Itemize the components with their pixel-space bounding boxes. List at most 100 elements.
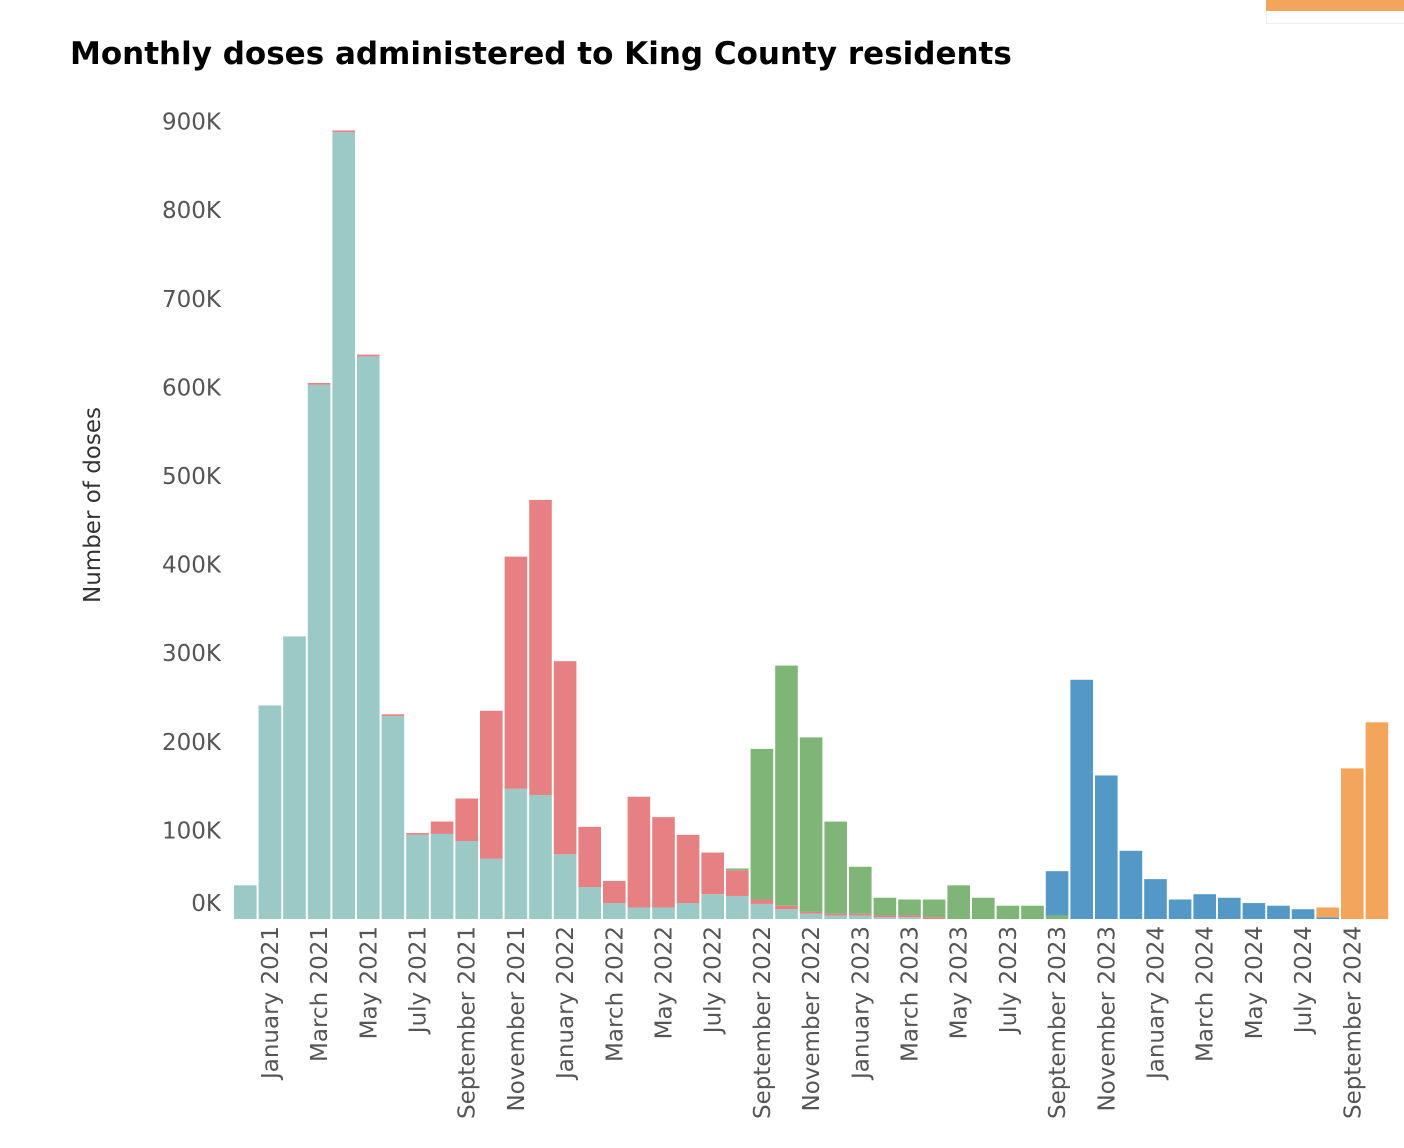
bar-segment-series-3-2023-09[interactable] bbox=[1045, 915, 1069, 919]
bar-segment-series-4-2023-10[interactable] bbox=[1070, 679, 1093, 919]
bar-segment-series-2-2022-10[interactable] bbox=[775, 905, 798, 910]
bars bbox=[234, 130, 1389, 920]
x-tick-label: November 2022 bbox=[799, 926, 825, 1112]
bar-segment-series-4-2024-03[interactable] bbox=[1193, 894, 1216, 919]
bar-segment-series-1-2022-08[interactable] bbox=[726, 895, 749, 919]
bar-segment-series-1-2021-04[interactable] bbox=[332, 132, 355, 920]
bar-segment-series-2-2021-04[interactable] bbox=[332, 130, 355, 133]
bar-segment-series-1-2021-02[interactable] bbox=[283, 636, 306, 919]
bar-segment-series-1-2022-02[interactable] bbox=[578, 887, 601, 919]
bar-segment-series-1-2021-06[interactable] bbox=[381, 716, 405, 919]
bar-segment-series-1-2022-06[interactable] bbox=[676, 903, 700, 919]
bar-segment-series-1-2021-07[interactable] bbox=[406, 834, 429, 919]
x-tick-label: September 2023 bbox=[1045, 926, 1071, 1119]
bar-segment-series-3-2023-03[interactable] bbox=[898, 899, 921, 916]
bar-segment-series-1-2021-03[interactable] bbox=[307, 384, 331, 919]
bar-segment-series-2-2021-10[interactable] bbox=[480, 710, 503, 859]
bar-segment-series-1-2021-10[interactable] bbox=[480, 858, 503, 919]
y-tick-label: 900K bbox=[162, 110, 222, 136]
bar-segment-series-4-2024-06[interactable] bbox=[1267, 905, 1290, 919]
y-tick-label: 100K bbox=[162, 818, 222, 844]
bar-segment-series-1-2022-03[interactable] bbox=[603, 903, 626, 919]
bar-segment-series-1-2022-10[interactable] bbox=[775, 909, 798, 919]
x-tick-label: September 2021 bbox=[455, 926, 481, 1119]
y-tick-label: 700K bbox=[162, 287, 222, 313]
bar-segment-series-5-2024-10[interactable] bbox=[1365, 722, 1389, 919]
bar-segment-series-1-2023-01[interactable] bbox=[849, 915, 872, 919]
bar-segment-series-2-2023-03[interactable] bbox=[898, 915, 921, 918]
x-tick-label: November 2023 bbox=[1094, 926, 1120, 1112]
bar-segment-series-2-2022-06[interactable] bbox=[676, 834, 700, 904]
bar-segment-series-1-2023-03[interactable] bbox=[898, 917, 921, 919]
bar-segment-series-3-2022-11[interactable] bbox=[799, 737, 823, 912]
bar-segment-series-3-2023-08[interactable] bbox=[1021, 905, 1044, 919]
bar-segment-series-4-2023-11[interactable] bbox=[1095, 775, 1118, 919]
bar-segment-series-2-2021-06[interactable] bbox=[381, 714, 405, 717]
bar-segment-series-3-2022-10[interactable] bbox=[775, 665, 798, 906]
bar-segment-series-1-2020-12[interactable] bbox=[234, 885, 257, 919]
bar-segment-series-1-2022-07[interactable] bbox=[701, 894, 724, 919]
bar-segment-series-1-2021-05[interactable] bbox=[357, 356, 380, 919]
bar-segment-series-4-2023-09[interactable] bbox=[1045, 871, 1069, 916]
bar-segment-series-1-2023-02[interactable] bbox=[873, 917, 897, 919]
bar-segment-series-1-2022-04[interactable] bbox=[627, 907, 651, 919]
bar-segment-series-2-2023-02[interactable] bbox=[873, 915, 897, 918]
bar-segment-series-4-2024-08[interactable] bbox=[1316, 917, 1339, 919]
bar-segment-series-2-2021-05[interactable] bbox=[357, 354, 380, 357]
x-tick-label: March 2024 bbox=[1193, 926, 1219, 1062]
bar-segment-series-3-2023-02[interactable] bbox=[873, 897, 897, 916]
bar-segment-series-2-2021-03[interactable] bbox=[307, 382, 331, 385]
bar-segment-series-2-2022-03[interactable] bbox=[603, 880, 626, 904]
x-tick-label: July 2023 bbox=[996, 926, 1022, 1035]
bar-segment-series-1-2022-05[interactable] bbox=[652, 907, 675, 919]
bar-segment-series-2-2022-05[interactable] bbox=[652, 817, 675, 908]
bar-segment-series-3-2022-12[interactable] bbox=[824, 821, 847, 914]
bar-segment-series-2-2021-08[interactable] bbox=[430, 821, 454, 834]
bar-segment-series-2-2021-09[interactable] bbox=[455, 798, 478, 842]
bar-segment-series-4-2024-07[interactable] bbox=[1291, 909, 1315, 919]
bar-segment-series-1-2021-08[interactable] bbox=[430, 833, 454, 919]
bar-segment-series-1-2021-11[interactable] bbox=[504, 788, 528, 919]
bar-segment-series-2-2022-01[interactable] bbox=[553, 661, 577, 855]
bar-segment-series-2-2022-12[interactable] bbox=[824, 913, 847, 916]
bar-segment-series-2-2022-08[interactable] bbox=[726, 870, 749, 896]
bar-segment-series-5-2024-09[interactable] bbox=[1341, 768, 1364, 919]
bar-segment-series-3-2023-05[interactable] bbox=[947, 885, 970, 919]
y-tick-label: 200K bbox=[162, 730, 222, 756]
bar-segment-series-1-2022-12[interactable] bbox=[824, 915, 847, 919]
chart-title: Monthly doses administered to King Count… bbox=[70, 36, 1012, 72]
bar-segment-series-1-2022-09[interactable] bbox=[750, 903, 774, 919]
bar-segment-series-1-2021-09[interactable] bbox=[455, 841, 478, 919]
bar-segment-series-2-2022-02[interactable] bbox=[578, 826, 601, 888]
bar-segment-series-4-2024-01[interactable] bbox=[1144, 879, 1167, 919]
y-axis-title-group: Number of doses bbox=[80, 407, 106, 603]
bar-segment-series-1-2021-01[interactable] bbox=[258, 705, 282, 919]
bar-segment-series-3-2022-08[interactable] bbox=[726, 868, 749, 871]
bar-segment-series-2-2021-12[interactable] bbox=[529, 499, 552, 795]
legend-box-border bbox=[1266, 11, 1404, 24]
bar-segment-series-2-2021-11[interactable] bbox=[504, 556, 528, 789]
bar-segment-series-2-2022-07[interactable] bbox=[701, 852, 724, 895]
bar-segment-series-4-2023-12[interactable] bbox=[1119, 850, 1143, 919]
bar-segment-series-2-2022-11[interactable] bbox=[799, 911, 823, 914]
x-tick-label: May 2022 bbox=[652, 926, 678, 1039]
bar-segment-series-3-2023-01[interactable] bbox=[849, 866, 872, 914]
bar-segment-series-3-2023-04[interactable] bbox=[922, 899, 946, 918]
bar-segment-series-2-2021-07[interactable] bbox=[406, 833, 429, 835]
bar-segment-series-4-2024-04[interactable] bbox=[1218, 897, 1241, 919]
bar-segment-series-3-2023-07[interactable] bbox=[996, 905, 1020, 919]
bar-segment-series-3-2023-06[interactable] bbox=[972, 897, 995, 919]
legend-swatch[interactable] bbox=[1266, 0, 1404, 11]
bar-segment-series-1-2022-01[interactable] bbox=[553, 854, 577, 919]
bar-segment-series-2-2022-04[interactable] bbox=[627, 796, 651, 908]
bar-segment-series-5-2024-08[interactable] bbox=[1316, 907, 1339, 918]
bar-segment-series-1-2021-12[interactable] bbox=[529, 794, 552, 919]
bar-segment-series-4-2024-02[interactable] bbox=[1168, 899, 1192, 919]
bar-segment-series-4-2024-05[interactable] bbox=[1242, 903, 1266, 919]
bar-segment-series-3-2022-09[interactable] bbox=[750, 748, 774, 900]
bar-segment-series-2-2022-09[interactable] bbox=[750, 899, 774, 904]
x-tick-label: May 2024 bbox=[1242, 926, 1268, 1039]
bar-segment-series-2-2023-01[interactable] bbox=[849, 913, 872, 916]
bar-segment-series-1-2022-11[interactable] bbox=[799, 913, 823, 919]
bar-segment-series-2-2023-04[interactable] bbox=[922, 917, 946, 919]
